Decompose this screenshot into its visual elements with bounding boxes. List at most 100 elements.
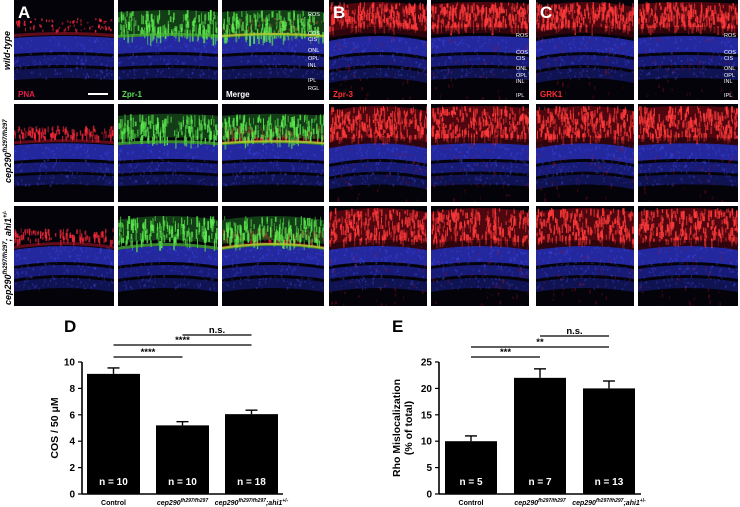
category-label-2: cep290fh297/fh297 — [514, 498, 565, 507]
layer-label-cis: CIS — [516, 56, 526, 62]
y-tick-label: 25 — [421, 358, 433, 369]
category-label-1: Control — [101, 500, 126, 507]
layer-label-cis: CIS — [724, 56, 734, 62]
micrograph-r3-c1 — [14, 206, 114, 306]
micrograph-r2-c3 — [222, 104, 324, 202]
y-tick-label: 10 — [64, 358, 76, 369]
micrograph-r1-c6 — [536, 0, 634, 100]
layer-label-cis: CIS — [308, 37, 318, 44]
significance-label-3: n.s. — [209, 325, 225, 336]
y-axis-label: Rho Mislocalization — [391, 379, 403, 477]
panel-letter-a: A — [18, 3, 31, 22]
micrograph-r1-c3 — [222, 0, 324, 100]
bar-3 — [583, 388, 635, 494]
micrograph-r1-c4 — [329, 0, 427, 100]
micrograph-r2-c2 — [118, 104, 218, 202]
layer-label-ipl: IPL — [516, 93, 525, 99]
y-tick-label: 4 — [69, 437, 75, 448]
micrograph-r2-c1 — [14, 104, 114, 202]
micrograph-r3-c3 — [222, 206, 324, 306]
micrograph-r3-c5 — [431, 206, 529, 306]
y-tick-label: 2 — [69, 463, 75, 474]
stain-label-zpr3: Zpr-3 — [333, 90, 353, 99]
layer-label-onl: ONL — [724, 66, 736, 72]
panel-letter-d: D — [64, 317, 77, 336]
n-label-2: n = 10 — [168, 477, 197, 488]
y-axis-label-unit: (% of total) — [403, 401, 415, 455]
layer-label-onl: ONL — [308, 48, 320, 55]
layer-label-cos: COS — [724, 50, 736, 56]
scale-bar — [88, 93, 108, 95]
bar-1 — [445, 441, 497, 494]
layer-label-ipl: IPL — [308, 78, 317, 84]
category-label-1: Control — [459, 500, 484, 507]
significance-label-2: ** — [536, 337, 544, 348]
layer-label-ros: ROS — [308, 12, 320, 18]
micrograph-r2-c6 — [536, 104, 634, 202]
layer-label-rgl: RGL — [516, 100, 528, 106]
y-tick-label: 5 — [426, 463, 432, 474]
micrograph-r1-c2 — [118, 0, 218, 100]
micrograph-r3-c2 — [118, 206, 218, 306]
y-tick-label: 10 — [421, 437, 433, 448]
y-tick-label: 8 — [69, 384, 75, 395]
y-tick-label: 0 — [426, 490, 432, 501]
category-label-2: cep290fh297/fh297 — [157, 498, 208, 507]
micrograph-r3-c6 — [536, 206, 634, 306]
category-label-3: cep290fh297/fh297;ahi1+/- — [572, 498, 646, 507]
micrograph-r1-c1 — [14, 0, 114, 100]
stain-label-pna: PNA — [18, 90, 35, 99]
micrograph-r2-c5 — [431, 104, 529, 202]
layer-label-inl: INL — [516, 79, 525, 85]
category-label-3: cep290fh297/fh297;ahi1+/- — [215, 498, 289, 507]
layer-label-onl: ONL — [516, 66, 528, 72]
significance-label-3: n.s. — [566, 326, 582, 337]
micrograph-r2-c7 — [638, 104, 738, 202]
significance-label-1: *** — [500, 347, 511, 358]
n-label-3: n = 13 — [595, 477, 624, 488]
layer-label-opl: OPL — [308, 56, 320, 62]
micrograph-r2-c4 — [329, 104, 427, 202]
panel-letter-e: E — [392, 317, 404, 336]
layer-label-rgl: RGL — [724, 100, 736, 106]
panel-letter-b: B — [333, 3, 346, 22]
significance-label-1: **** — [141, 347, 156, 358]
layer-label-cos: COS — [308, 30, 320, 37]
chart-d: 0 2 4 6 8 10 COS / 50 μM n = 10 Control n = 10 cep… — [49, 325, 289, 507]
y-tick-label: 0 — [69, 490, 75, 501]
layer-label-opl: OPL — [516, 73, 528, 79]
bar-1 — [87, 373, 140, 494]
y-axis-label: COS / 50 μM — [49, 397, 61, 459]
layer-label-ipl: IPL — [724, 93, 733, 99]
stain-label-grk1: GRK1 — [540, 90, 563, 99]
y-tick-label: 6 — [69, 410, 75, 421]
y-tick-label: 20 — [421, 384, 433, 395]
layer-label-rgl: RGL — [308, 85, 320, 92]
layer-label-ros: ROS — [724, 33, 736, 39]
micrograph-r3-c4 — [329, 206, 427, 306]
y-tick-label: 15 — [421, 410, 433, 421]
row-label-wild-type: wild-type — [2, 30, 12, 70]
layer-label-inl: INL — [724, 79, 733, 85]
row-label-cep290: cep290fh297/fh297 — [3, 119, 13, 183]
row-label-cep290-ahi1: cep290fh297/fh297; ahi1+/- — [3, 210, 13, 305]
bar-3 — [225, 414, 278, 494]
layer-label-cos: COS — [516, 50, 528, 56]
panel-letter-c: C — [540, 3, 553, 22]
stain-label-merge: Merge — [226, 90, 250, 99]
micrograph-r3-c7 — [638, 206, 738, 306]
layer-label-ros: ROS — [516, 33, 528, 39]
n-label-1: n = 10 — [99, 477, 128, 488]
layer-label-opl: OPL — [724, 73, 736, 79]
significance-label-2: **** — [175, 335, 190, 346]
micrograph-r1-c7 — [638, 0, 738, 100]
layer-label-inl: INL — [308, 62, 317, 69]
bar-2 — [156, 425, 209, 494]
n-label-3: n = 18 — [237, 477, 266, 488]
n-label-2: n = 7 — [528, 477, 552, 488]
bar-2 — [514, 377, 566, 494]
n-label-1: n = 5 — [459, 477, 483, 488]
micrograph-r1-c5 — [431, 0, 529, 100]
stain-label-zpr1: Zpr-1 — [122, 90, 142, 99]
